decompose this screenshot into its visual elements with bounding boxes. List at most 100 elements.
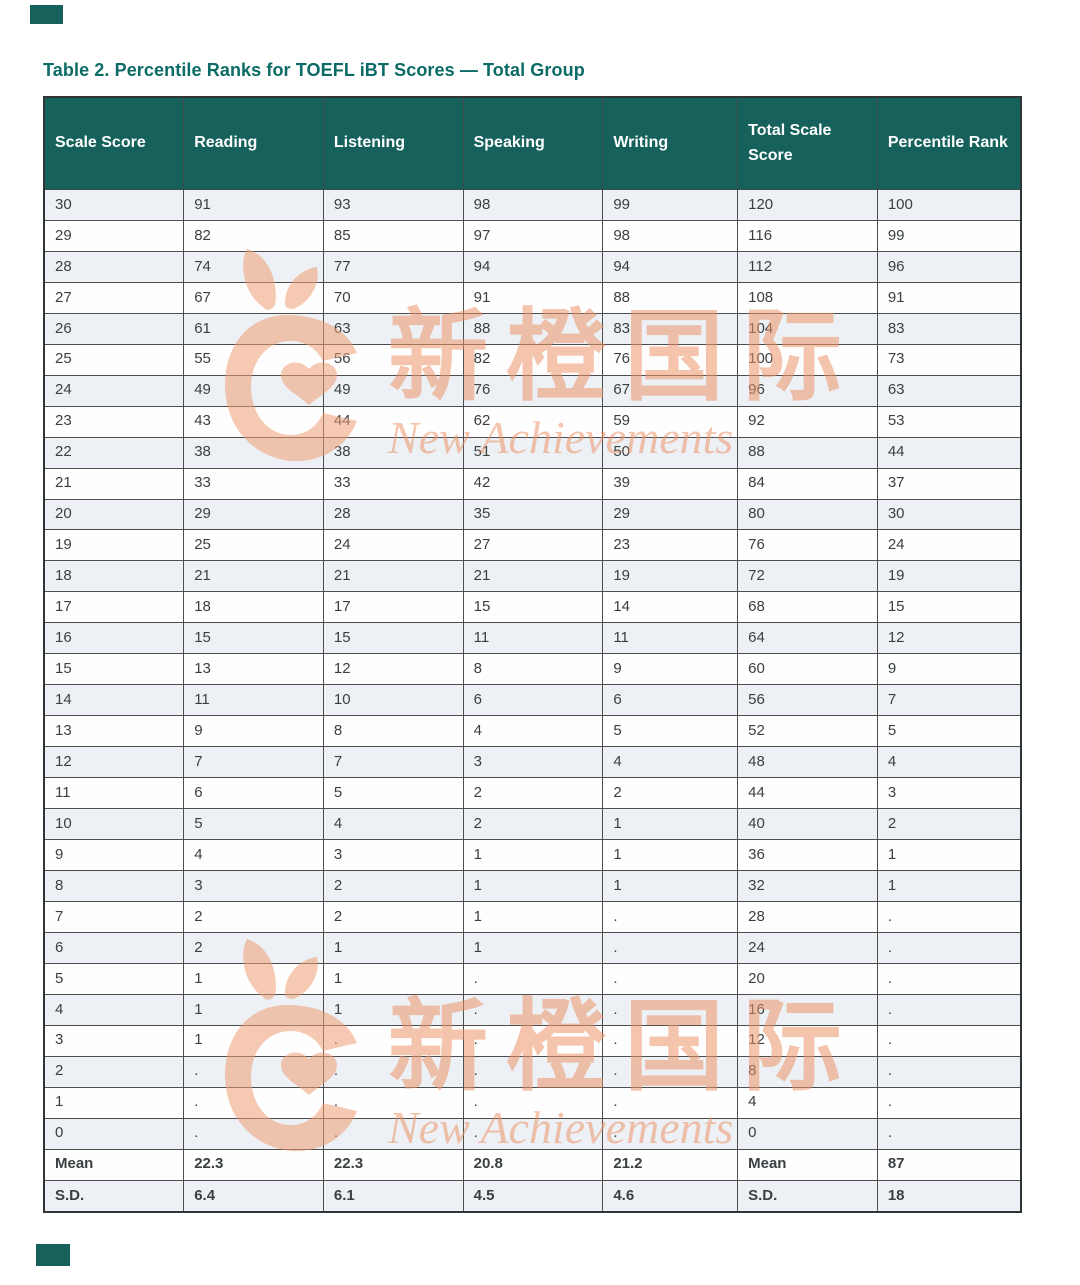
col-header-speaking: Speaking [462,96,604,190]
table-cell: . [602,1055,739,1088]
table-cell: 33 [183,467,324,500]
table-cell: 1 [322,931,464,964]
table-cell: 70 [322,281,464,314]
table-cell: 4 [183,839,324,871]
table-cell: 44 [322,405,464,438]
table-cell: 59 [602,405,739,438]
table-row: 6 2 1 1. 24. [43,931,1022,964]
table-cell: 1 [183,962,324,995]
table-cell: . [876,931,1022,964]
table-cell: S.D. [43,1179,185,1213]
table-cell: 84 [737,467,878,500]
table-cell: 24 [322,529,464,562]
table-cell: 2 [462,777,604,810]
table-cell: 33 [322,467,464,500]
table-cell: 10 [43,808,185,841]
table-cell: 88 [602,281,739,314]
table-cell: 94 [602,250,739,283]
table-cell: 49 [322,374,464,407]
table-cell: 96 [876,250,1022,283]
table-cell: 91 [876,281,1022,314]
table-cell: 43 [183,405,324,438]
table-row: 19 25 24 27 23 76 24 [43,529,1022,562]
table-cell: 15 [322,622,464,655]
table-cell: 77 [322,250,464,283]
table-cell: . [602,1086,739,1119]
table-cell: 8 [462,653,604,686]
table-row: 27 67 70 91 88 108 91 [43,281,1022,314]
table-cell: 13 [183,653,324,686]
table-cell: . [183,1117,324,1150]
table-cell: 27 [43,281,185,314]
table-row: 18 21 21 21 19 72 19 [43,560,1022,593]
summary-row: S.D. 6.4 6.1 4.5 4.6 S.D. 18 [43,1179,1022,1213]
table-cell: 37 [876,467,1022,500]
table-row: 24 49 49 76 67 96 63 [43,374,1022,407]
table-cell: 88 [737,436,878,469]
table-cell: 64 [737,622,878,655]
page-corner-mark-top [30,5,63,24]
table-cell: . [322,1086,464,1119]
table-cell: . [462,1117,604,1150]
table-cell: 40 [737,808,878,841]
table-cell: 4.5 [462,1179,604,1213]
table-cell: 73 [876,343,1022,376]
col-header-reading: Reading [183,96,324,190]
table-cell: 99 [876,219,1022,252]
table-cell: 50 [602,436,739,469]
percentile-ranks-table: Scale Score Reading Listening Speaking W… [43,96,1022,1213]
table-cell: . [322,1117,464,1150]
table-row: 11 6 5 2 2 44 3 [43,777,1022,810]
table-cell: 2 [322,900,464,933]
table-cell: 8 [737,1055,878,1088]
table-cell: 6 [43,931,185,964]
table-cell: 27 [462,529,604,562]
table-cell: 30 [876,498,1022,531]
table-row: 7 2 2 1. 28. [43,900,1022,933]
table-cell: 2 [602,777,739,810]
table-cell: 1 [876,839,1022,871]
table-cell: . [183,1055,324,1088]
table-cell: 24 [43,374,185,407]
table-cell: 1 [462,931,604,964]
table-cell: 0 [43,1117,185,1150]
table-row: 8 3 2 1 1 32 1 [43,869,1022,902]
table-cell: 94 [462,250,604,283]
table-row: 28 74 77 94 94 112 96 [43,250,1022,283]
table-cell: 2 [322,869,464,902]
table-cell: 18 [876,1179,1022,1213]
table-cell: 56 [322,343,464,376]
table-row: 25 55 56 82 76 100 73 [43,343,1022,376]
table-cell: . [876,900,1022,933]
table-cell: 4.6 [602,1179,739,1213]
table-cell: 2 [876,808,1022,841]
table-cell: 0 [737,1117,878,1150]
table-cell: 2 [462,808,604,841]
table-cell: 1 [462,839,604,871]
table-row: 9 4 3 1 1 36 1 [43,839,1022,871]
table-cell: 49 [183,374,324,407]
table-cell: 4 [322,808,464,841]
table-row: 1....4. [43,1086,1022,1119]
table-cell: 76 [462,374,604,407]
table-cell: 92 [737,405,878,438]
table-cell: 116 [737,219,878,252]
table-cell: 28 [737,900,878,933]
table-row: 16 15 15 11 11 64 12 [43,622,1022,655]
table-cell: 63 [876,374,1022,407]
table-row: 12 7 7 3 4 48 4 [43,746,1022,779]
table-cell: 1 [602,808,739,841]
table-cell: 8 [322,715,464,748]
table-cell: 1 [462,900,604,933]
table-header-row: Scale Score Reading Listening Speaking W… [43,96,1022,190]
table-cell: 25 [183,529,324,562]
table-cell: 88 [462,312,604,345]
table-cell: 1 [322,993,464,1026]
table-cell: 29 [183,498,324,531]
table-cell: . [876,962,1022,995]
table-cell: 35 [462,498,604,531]
table-cell: 83 [876,312,1022,345]
table-cell: 15 [183,622,324,655]
table-cell: 19 [43,529,185,562]
table-cell: 9 [183,715,324,748]
